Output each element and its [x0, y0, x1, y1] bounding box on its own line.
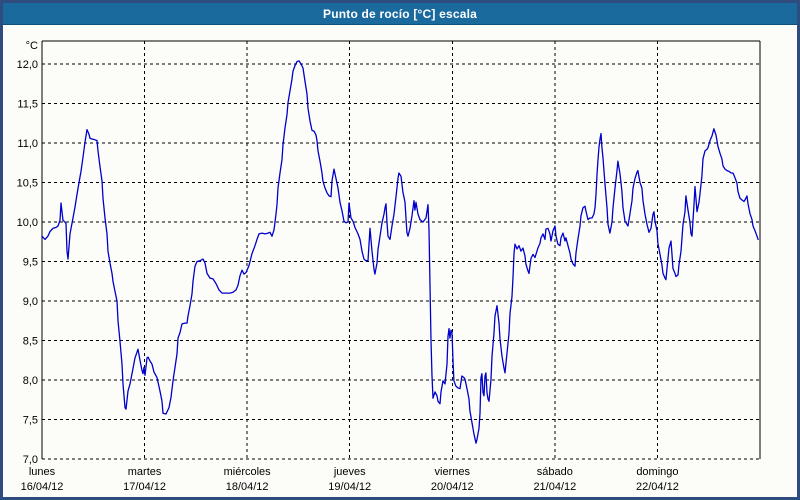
- y-tick-label: 9,5: [23, 257, 38, 269]
- y-axis-unit-label: °C: [26, 40, 38, 52]
- y-tick-label: 12,0: [17, 59, 38, 71]
- x-day-date-label: 18/04/12: [226, 481, 269, 493]
- y-tick-label: 9,0: [23, 296, 38, 308]
- y-tick-label: 10,0: [17, 217, 38, 229]
- x-day-name-label: miércoles: [224, 466, 272, 478]
- y-tick-label: 11,5: [17, 99, 38, 111]
- y-tick-label: 10,5: [17, 178, 38, 190]
- x-day-name-label: martes: [128, 466, 162, 478]
- x-day-name-label: lunes: [29, 466, 56, 478]
- x-day-date-label: 19/04/12: [328, 481, 371, 493]
- chart-title: Punto de rocío [°C] escala: [322, 6, 478, 21]
- x-day-name-label: jueves: [333, 466, 366, 478]
- x-day-date-label: 17/04/12: [123, 481, 166, 493]
- x-day-date-label: 20/04/12: [431, 481, 474, 493]
- chart-area: 12,0 11,5 11,0 10,5 10,0 9,5 9,0 8,5 8,0 7,5 7,0 °C…: [3, 25, 797, 497]
- dewpoint-series-line: [41, 60, 759, 444]
- y-tick-label: 7,0: [23, 454, 38, 466]
- y-tick-label: 8,0: [23, 375, 38, 387]
- x-day-name-label: viernes: [435, 466, 471, 478]
- title-bar: Punto de rocío [°C] escala: [3, 3, 797, 25]
- y-tick-label: 8,5: [23, 336, 38, 348]
- x-day-name-label: domingo: [636, 466, 678, 478]
- y-tick-label: 11,0: [17, 138, 38, 150]
- x-day-date-label: 16/04/12: [21, 481, 64, 493]
- dewpoint-line-chart: 12,0 11,5 11,0 10,5 10,0 9,5 9,0 8,5 8,0 7,5 7,0 °C…: [17, 40, 761, 493]
- y-tick-label: 7,5: [23, 415, 38, 427]
- x-day-date-label: 21/04/12: [533, 481, 576, 493]
- x-day-date-label: 22/04/12: [636, 481, 679, 493]
- x-day-name-label: sábado: [537, 466, 573, 478]
